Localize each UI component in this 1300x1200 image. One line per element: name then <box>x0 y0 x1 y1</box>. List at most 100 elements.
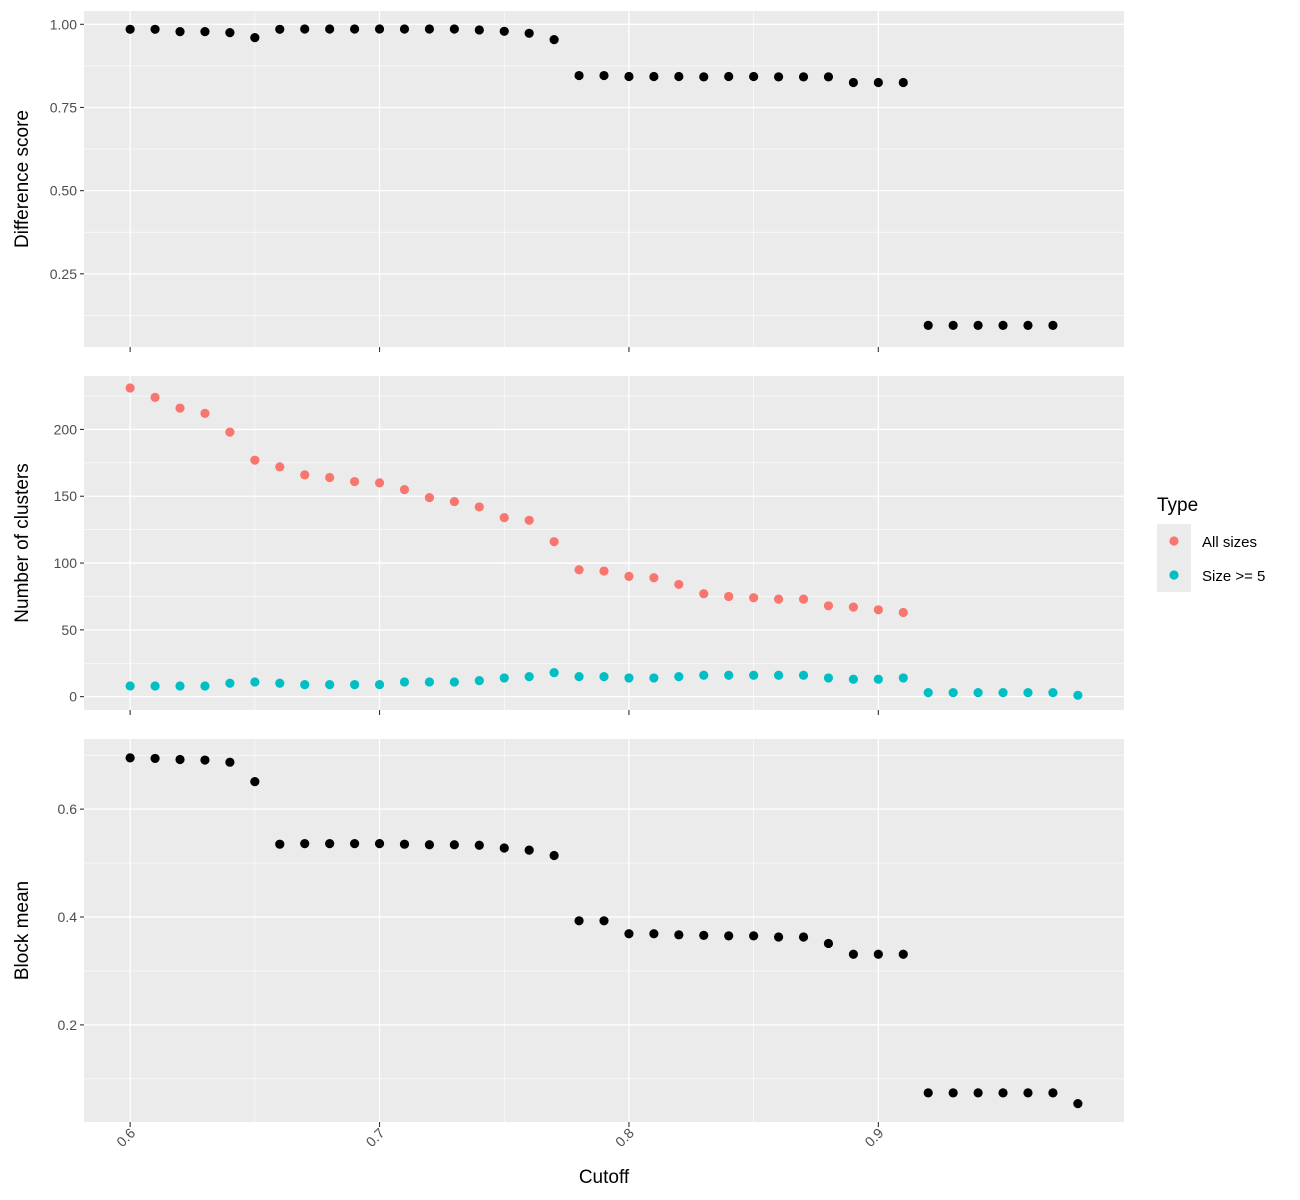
x-tick-label: 0.7 <box>363 1125 388 1150</box>
data-point <box>998 688 1008 698</box>
data-point <box>125 24 135 34</box>
data-point <box>898 673 908 683</box>
panel-background <box>84 739 1124 1122</box>
data-point <box>998 1088 1008 1098</box>
data-point <box>973 688 983 698</box>
data-point <box>325 472 335 483</box>
data-point <box>250 677 260 687</box>
y-tick-label: 50 <box>61 622 77 638</box>
data-point <box>200 27 210 37</box>
data-point <box>200 755 210 765</box>
data-point <box>674 71 684 82</box>
data-point <box>474 676 484 686</box>
panel-background <box>84 11 1124 347</box>
data-point <box>250 777 260 787</box>
legend-key-point <box>1169 536 1179 546</box>
data-point <box>798 932 809 942</box>
data-point <box>349 476 360 487</box>
x-axis-title: Cutoff <box>579 1167 630 1188</box>
data-point <box>1048 688 1058 698</box>
data-point <box>399 24 410 34</box>
data-point <box>449 840 459 850</box>
y-tick-label: 200 <box>54 421 78 437</box>
data-point <box>898 607 908 618</box>
data-point <box>125 681 135 691</box>
data-point <box>275 462 285 472</box>
data-point <box>474 25 484 35</box>
y-tick-label: 0.4 <box>58 909 78 925</box>
data-point <box>724 931 734 941</box>
data-point <box>1048 320 1058 330</box>
data-point <box>749 670 759 680</box>
data-point <box>225 28 235 38</box>
panel-3: 0.2 0.4 0.6 Block mean <box>12 739 1124 1127</box>
data-point <box>724 71 734 82</box>
data-point <box>374 478 385 488</box>
data-point <box>424 24 435 34</box>
data-point <box>275 678 285 688</box>
y-tick-label: 100 <box>54 555 78 571</box>
data-point <box>374 839 385 849</box>
data-point <box>424 492 435 503</box>
data-point <box>699 930 709 940</box>
data-point <box>250 455 260 465</box>
data-point <box>150 681 160 691</box>
x-axis: 0.6 0.7 0.8 0.9 Cutoff <box>113 1125 886 1188</box>
data-point <box>549 537 559 547</box>
data-point <box>823 601 834 611</box>
data-point <box>848 77 859 88</box>
data-point <box>599 916 609 926</box>
y-tick-label: 150 <box>54 488 78 504</box>
data-point <box>399 484 410 495</box>
data-point <box>599 672 609 682</box>
data-point <box>349 839 360 849</box>
data-point <box>225 757 235 767</box>
data-point <box>624 71 634 82</box>
data-point <box>1073 690 1083 700</box>
data-point <box>300 24 310 34</box>
panel-2: 0 50 100 150 200 Number of clusters <box>12 376 1124 715</box>
data-point <box>649 929 659 939</box>
panel-background <box>84 376 1124 710</box>
data-point <box>898 77 908 88</box>
data-point <box>749 931 759 941</box>
data-point <box>1023 320 1033 330</box>
data-point <box>175 403 185 413</box>
y-tick-label: 0.25 <box>50 266 77 282</box>
data-point <box>898 949 908 959</box>
panels: 0.25 0.50 0.75 1.00 Difference score 0 50 100 15… <box>12 11 1124 1188</box>
data-point <box>300 839 310 849</box>
data-point <box>574 565 584 575</box>
data-point <box>424 677 435 687</box>
data-point <box>275 24 285 34</box>
data-point <box>200 681 210 691</box>
data-point <box>699 670 709 680</box>
legend-entry: Size >= 5 <box>1157 558 1265 592</box>
series-1 <box>125 753 1083 1109</box>
data-point <box>175 681 185 691</box>
data-point <box>599 566 609 576</box>
data-point <box>848 674 859 684</box>
data-point <box>649 71 659 82</box>
data-point <box>449 677 459 687</box>
data-point <box>449 24 459 34</box>
data-point <box>973 320 983 330</box>
data-point <box>399 839 410 849</box>
legend-key-point <box>1169 570 1179 580</box>
y-tick-label: 0.75 <box>50 99 77 115</box>
data-point <box>200 408 210 419</box>
legend-label: All sizes <box>1202 534 1257 551</box>
data-point <box>499 843 509 853</box>
data-point <box>175 754 185 765</box>
data-point <box>973 1088 983 1098</box>
data-point <box>873 605 883 615</box>
data-point <box>773 670 784 680</box>
panel-1: 0.25 0.50 0.75 1.00 Difference score <box>12 11 1124 352</box>
data-point <box>175 27 185 37</box>
y-tick-label: 0.2 <box>58 1017 78 1033</box>
x-tick-label: 0.6 <box>113 1125 138 1150</box>
data-point <box>823 673 834 683</box>
data-point <box>499 26 509 36</box>
data-point <box>873 949 883 959</box>
